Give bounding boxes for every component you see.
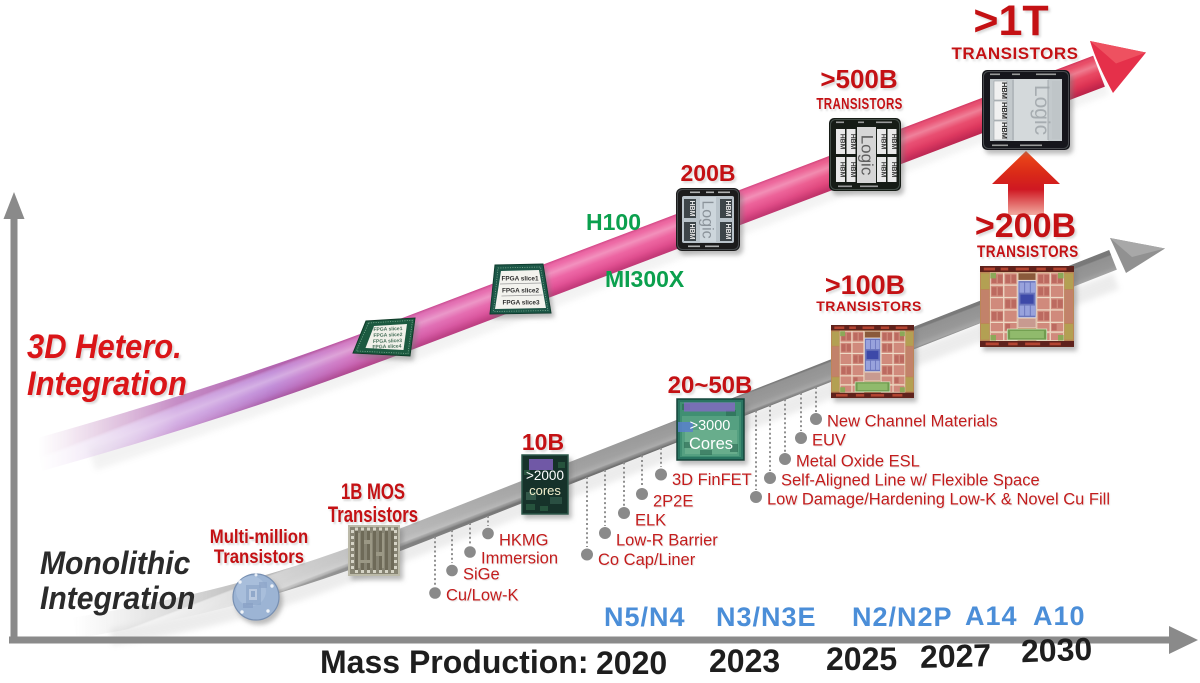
- svg-text:FPGA slice2: FPGA slice2: [373, 332, 402, 339]
- svg-text:Cores: Cores: [689, 435, 733, 453]
- svg-text:HBM: HBM: [890, 134, 897, 150]
- svg-text:HBM: HBM: [724, 224, 731, 240]
- svg-text:FPGA slice1: FPGA slice1: [373, 326, 402, 333]
- svg-text:HBM: HBM: [839, 162, 846, 178]
- svg-text:FPGA slice4: FPGA slice4: [372, 343, 401, 350]
- svg-text:Logic: Logic: [1030, 85, 1053, 135]
- svg-text:cores: cores: [529, 483, 561, 498]
- svg-text:Logic: Logic: [699, 200, 716, 238]
- svg-text:HBM: HBM: [849, 162, 856, 178]
- svg-text:HBM: HBM: [880, 162, 887, 178]
- svg-text:FPGA slice2: FPGA slice2: [502, 288, 540, 295]
- svg-text:FPGA slice3: FPGA slice3: [502, 300, 540, 307]
- svg-text:HBM: HBM: [880, 134, 887, 150]
- svg-text:HBM: HBM: [1000, 82, 1009, 99]
- svg-text:HBM: HBM: [1000, 102, 1009, 119]
- svg-text:FPGA slice1: FPGA slice1: [501, 276, 539, 283]
- svg-text:HBM: HBM: [890, 162, 897, 178]
- svg-text:HBM: HBM: [1000, 122, 1009, 139]
- svg-text:HBM: HBM: [688, 224, 695, 240]
- svg-text:HBM: HBM: [849, 134, 856, 150]
- svg-text:HBM: HBM: [688, 201, 695, 217]
- svg-text:>3000: >3000: [690, 418, 731, 434]
- svg-text:HBM: HBM: [839, 134, 846, 150]
- svg-text:HBM: HBM: [724, 201, 731, 217]
- svg-text:FPGA slice3: FPGA slice3: [373, 338, 402, 345]
- svg-text:>2000: >2000: [526, 468, 564, 483]
- svg-text:Logic: Logic: [858, 135, 877, 176]
